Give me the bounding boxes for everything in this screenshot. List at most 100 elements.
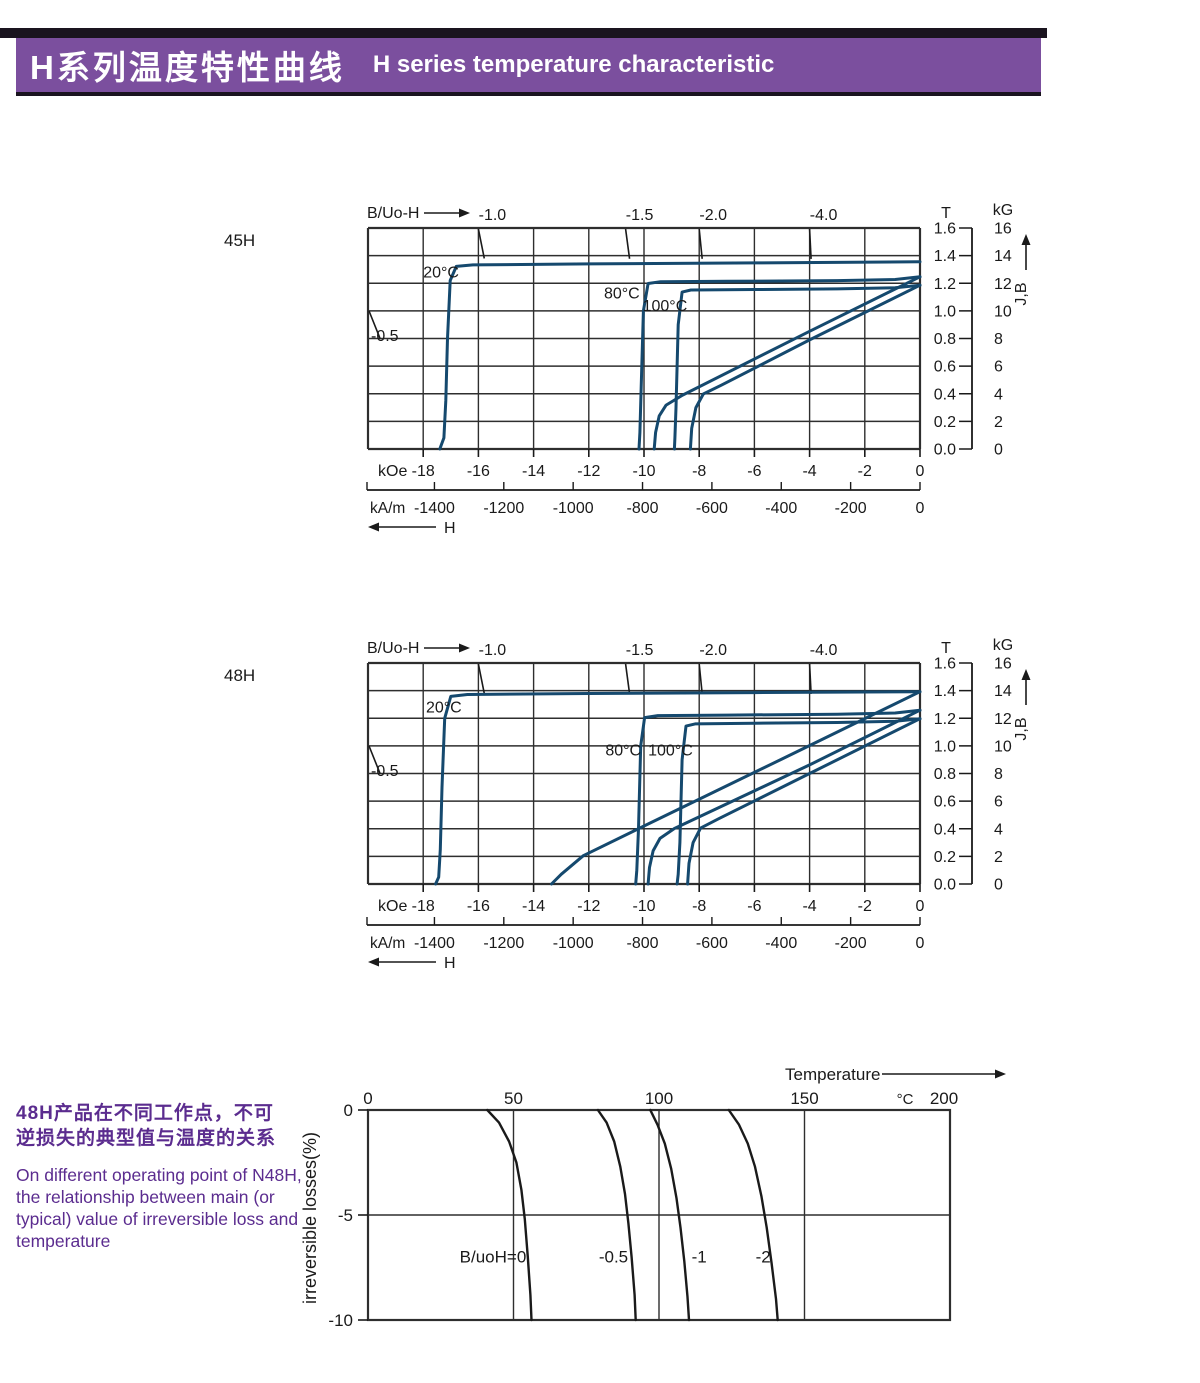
svg-text:-400: -400	[765, 500, 797, 517]
loss-curve-B/uoH=0	[486, 1108, 533, 1322]
svg-text:2: 2	[994, 849, 1003, 866]
svg-text:-16: -16	[467, 463, 490, 480]
loss-curve-labels: B/uoH=0 -0.5 -1 -2	[460, 1247, 771, 1266]
curve-100C-J	[672, 283, 922, 451]
svg-text:0.8: 0.8	[934, 766, 956, 783]
svg-text:100: 100	[645, 1089, 673, 1108]
permeance-coefficient-label: B/Uo-H	[367, 640, 470, 657]
svg-text:0.4: 0.4	[934, 386, 956, 403]
svg-text:kG: kG	[993, 202, 1013, 219]
curve-20C-J	[438, 260, 922, 451]
curve-100C-J	[675, 717, 922, 886]
svg-text:-10: -10	[328, 1311, 353, 1330]
svg-text:0: 0	[916, 935, 925, 952]
svg-text:10: 10	[994, 303, 1012, 320]
svg-text:20°C: 20°C	[423, 265, 459, 282]
y-axis-losses: 0 -5 -10 irreversible losses(%)	[300, 1101, 368, 1330]
loss-curves	[486, 1108, 779, 1322]
x-axis-kOe: kOe -18 -16 -14 -12 -10 -8 -6 -4 -2 0	[378, 884, 925, 915]
svg-text:2: 2	[994, 414, 1003, 431]
svg-text:-1400: -1400	[414, 935, 455, 952]
load-lines: -0.5 -1.0 -1.5 -2.0 -4.0	[368, 207, 837, 345]
svg-text:-12: -12	[577, 463, 600, 480]
svg-text:-1.5: -1.5	[626, 207, 654, 224]
svg-text:-2.0: -2.0	[699, 642, 727, 659]
h-direction-arrow: H	[368, 520, 456, 537]
svg-text:B/uoH=0: B/uoH=0	[460, 1247, 527, 1266]
svg-text:-14: -14	[522, 463, 545, 480]
header-banner: H系列温度特性曲线 H series temperature character…	[16, 38, 1041, 96]
svg-text:45H: 45H	[224, 231, 255, 250]
curve-100C-B	[686, 717, 922, 886]
note-zh-line-1: 48H产品在不同工作点，不可	[16, 1103, 274, 1124]
svg-text:kA/m: kA/m	[370, 500, 405, 517]
loss-curve--1	[649, 1108, 691, 1322]
svg-text:-6: -6	[747, 463, 761, 480]
x-axis-temperature: 0 50 100 150 200 °C Temperature	[363, 1065, 1006, 1108]
svg-text:6: 6	[994, 794, 1003, 811]
grid	[366, 661, 922, 886]
svg-text:-0.5: -0.5	[371, 763, 399, 780]
svg-text:-200: -200	[835, 500, 867, 517]
curve-80C-J	[634, 708, 922, 886]
chart-name: 45H	[224, 231, 255, 250]
x-axis-kOe: kOe -18 -16 -14 -12 -10 -8 -6 -4 -2 0	[378, 449, 925, 480]
svg-text:-800: -800	[627, 500, 659, 517]
svg-text:-10: -10	[632, 898, 655, 915]
svg-text:-1.5: -1.5	[626, 642, 654, 659]
svg-text:-1000: -1000	[553, 935, 594, 952]
svg-text:150: 150	[790, 1089, 818, 1108]
curve-80C-B	[652, 275, 922, 451]
x-axis-kAm: kA/m -1400 -1200 -1000 -800 -600 -400 -200 0	[366, 917, 925, 952]
svg-text:-8: -8	[692, 463, 706, 480]
svg-text:irreversible losses(%): irreversible losses(%)	[300, 1132, 320, 1304]
curve-80C-B	[646, 708, 922, 886]
svg-text:0: 0	[363, 1089, 372, 1108]
svg-text:0.6: 0.6	[934, 794, 956, 811]
svg-text:1.6: 1.6	[934, 656, 956, 673]
svg-text:kG: kG	[993, 637, 1013, 654]
curve-80C-J	[637, 275, 922, 451]
svg-text:1.2: 1.2	[934, 276, 956, 293]
svg-text:0: 0	[916, 898, 925, 915]
svg-text:-0.5: -0.5	[371, 328, 399, 345]
svg-text:0.2: 0.2	[934, 414, 956, 431]
curve-20C-B	[550, 690, 922, 886]
jb-axis-label: J,B	[1013, 669, 1031, 741]
svg-text:-1200: -1200	[483, 500, 524, 517]
svg-text:H: H	[444, 955, 456, 972]
svg-text:-14: -14	[522, 898, 545, 915]
svg-text:0: 0	[916, 500, 925, 517]
svg-text:-2: -2	[756, 1247, 771, 1266]
curve-20C-J	[434, 690, 922, 886]
loss-curve--2	[727, 1108, 779, 1322]
permeance-coefficient-label: B/Uo-H	[367, 205, 470, 222]
loss-chart: 0 50 100 150 200 °C Temperature 0 -5 -10 irreversi…	[300, 1065, 1006, 1330]
svg-text:-1200: -1200	[483, 935, 524, 952]
svg-text:kA/m: kA/m	[370, 935, 405, 952]
svg-text:0: 0	[994, 442, 1003, 459]
svg-text:0.4: 0.4	[934, 821, 956, 838]
svg-text:16: 16	[994, 656, 1012, 673]
demag-curves	[434, 690, 922, 886]
svg-text:100°C: 100°C	[643, 298, 688, 315]
svg-text:0: 0	[916, 463, 925, 480]
svg-text:T: T	[941, 205, 951, 222]
svg-text:12: 12	[994, 276, 1012, 293]
svg-text:80°C: 80°C	[605, 743, 641, 760]
svg-text:-2: -2	[858, 898, 872, 915]
svg-text:-1: -1	[692, 1247, 707, 1266]
chart-name: 48H	[224, 666, 255, 685]
svg-text:1.0: 1.0	[934, 738, 956, 755]
svg-text:0.6: 0.6	[934, 359, 956, 376]
svg-text:20°C: 20°C	[426, 700, 462, 717]
grid	[368, 1110, 950, 1320]
jb-axis-label: J,B	[1013, 234, 1031, 306]
svg-text:-16: -16	[467, 898, 490, 915]
h-direction-arrow: H	[368, 955, 456, 972]
